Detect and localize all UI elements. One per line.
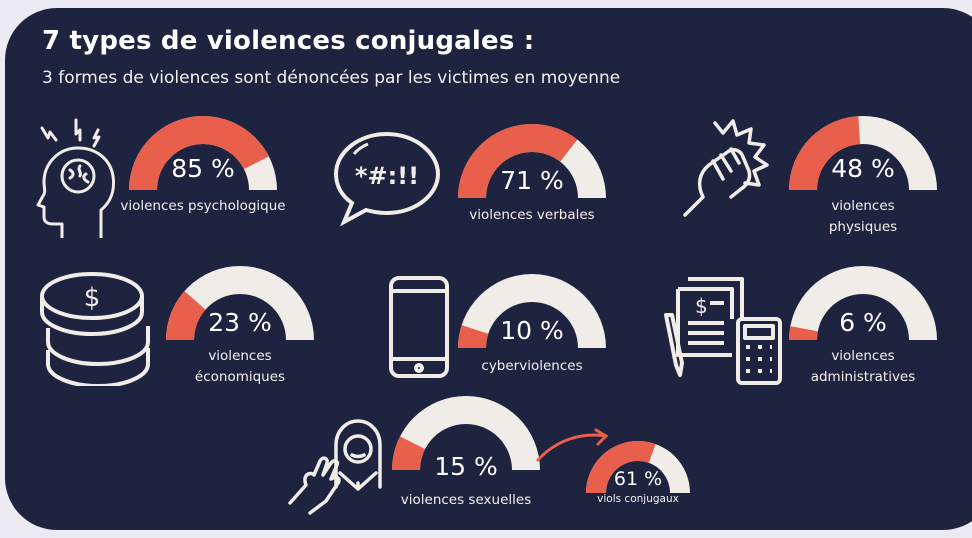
- gauge-label-physiques: violences physiques: [828, 198, 898, 235]
- gauge-label-economiques: violences économiques: [194, 348, 286, 385]
- gauge-track-cyber: [458, 274, 606, 348]
- gauge-fill-verbales: [458, 124, 578, 198]
- gauge-track-administratives: [789, 266, 937, 340]
- gauge-value-economiques: 23 %: [208, 308, 272, 337]
- woman-hand-icon: [288, 419, 382, 515]
- gauge-fill-economiques: [166, 291, 206, 340]
- speech-bubble-swearing-icon: *#:!!: [333, 131, 441, 226]
- gauge-label-viols: viols conjugaux: [597, 493, 679, 505]
- brain-head-icon: [36, 118, 115, 238]
- svg-text:*#:!!: *#:!!: [355, 162, 419, 190]
- gauge-value-cyber: 10 %: [500, 316, 564, 345]
- coins-stack-icon: $: [40, 272, 150, 386]
- gauge-label-administratives: violences administratives: [810, 348, 916, 385]
- gauge-track-sexuelles: [392, 396, 540, 470]
- gauge-fill-psychologique: [129, 116, 269, 190]
- page-subtitle: 3 formes de violences sont dénoncées par…: [42, 68, 621, 88]
- gauge-value-administratives: 6 %: [839, 308, 887, 337]
- gauge-value-viols: 61 %: [613, 468, 663, 490]
- smartphone-icon: [389, 276, 449, 378]
- gauge-label-verbales: violences verbales: [469, 207, 595, 223]
- page-title: 7 types de violences conjugales :: [42, 26, 535, 56]
- gauge-value-physiques: 48 %: [831, 154, 895, 183]
- gauge-fill-viols: [586, 441, 656, 493]
- infographic-panel: [5, 8, 972, 530]
- gauge-track-economiques: [166, 266, 314, 340]
- documents-calculator-icon: $: [664, 277, 782, 385]
- gauge-fill-cyber: [458, 325, 489, 348]
- gauge-value-psychologique: 85 %: [171, 154, 235, 183]
- fist-punch-icon: [683, 119, 769, 217]
- gauge-fill-sexuelles: [392, 436, 426, 470]
- gauge-label-cyber: cyberviolences: [481, 358, 583, 374]
- gauge-fill-physiques: [789, 116, 861, 190]
- svg-text:$: $: [84, 283, 101, 313]
- gauge-value-sexuelles: 15 %: [434, 452, 498, 481]
- gauge-label-sexuelles: violences sexuelles: [400, 492, 532, 508]
- gauge-value-verbales: 71 %: [500, 166, 564, 195]
- gauge-fill-administratives: [789, 326, 818, 340]
- svg-text:$: $: [695, 294, 708, 318]
- arrow-icon: [536, 428, 609, 462]
- gauge-label-psychologique: violences psychologique: [120, 198, 286, 214]
